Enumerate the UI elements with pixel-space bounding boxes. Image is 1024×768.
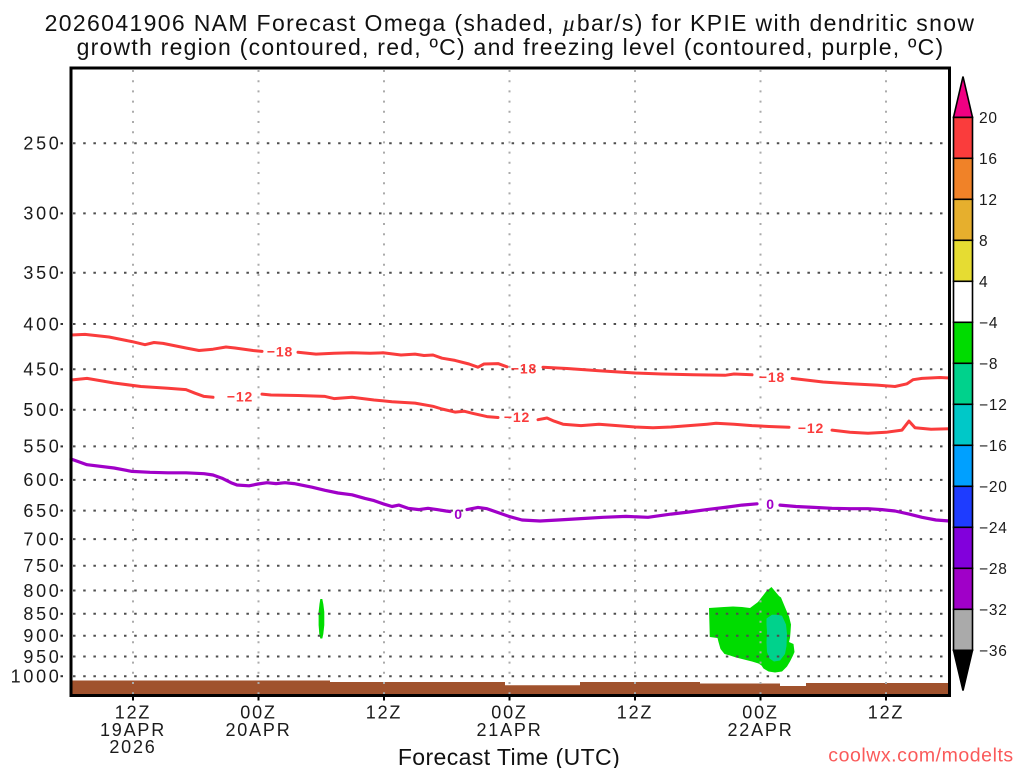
svg-text:−8: −8 xyxy=(979,356,998,373)
svg-text:−28: −28 xyxy=(979,561,1008,578)
svg-text:900: 900 xyxy=(23,626,61,646)
svg-text:Forecast Time (UTC): Forecast Time (UTC) xyxy=(398,744,620,768)
svg-text:00Z: 00Z xyxy=(240,702,276,722)
svg-text:450: 450 xyxy=(23,360,61,380)
svg-text:coolwx.com/modelts: coolwx.com/modelts xyxy=(828,745,1013,767)
svg-text:4: 4 xyxy=(979,274,988,291)
svg-text:12Z: 12Z xyxy=(617,702,653,722)
svg-text:20APR: 20APR xyxy=(225,720,291,740)
svg-text:−12: −12 xyxy=(227,389,253,405)
svg-text:16: 16 xyxy=(979,151,998,168)
svg-text:−18: −18 xyxy=(511,360,537,376)
svg-text:12Z: 12Z xyxy=(868,702,904,722)
svg-text:19APR: 19APR xyxy=(100,720,166,740)
svg-text:12Z: 12Z xyxy=(115,702,151,722)
svg-text:250: 250 xyxy=(23,134,61,154)
svg-text:−36: −36 xyxy=(979,643,1008,660)
svg-text:−18: −18 xyxy=(759,369,785,385)
svg-text:−4: −4 xyxy=(979,315,998,332)
svg-text:350: 350 xyxy=(23,263,61,283)
svg-text:800: 800 xyxy=(23,581,61,601)
svg-text:−32: −32 xyxy=(979,602,1008,619)
svg-text:22APR: 22APR xyxy=(727,720,793,740)
svg-text:12: 12 xyxy=(979,192,998,209)
svg-text:300: 300 xyxy=(23,204,61,224)
svg-text:−12: −12 xyxy=(504,409,530,425)
svg-text:750: 750 xyxy=(23,556,61,576)
svg-text:growth region (contoured, red,: growth region (contoured, red, ºC) and f… xyxy=(77,34,945,60)
svg-text:0: 0 xyxy=(766,496,775,512)
svg-text:550: 550 xyxy=(23,437,61,457)
svg-text:12Z: 12Z xyxy=(366,702,402,722)
svg-text:400: 400 xyxy=(23,314,61,334)
svg-text:600: 600 xyxy=(23,470,61,490)
svg-text:0: 0 xyxy=(454,506,463,522)
svg-text:700: 700 xyxy=(23,529,61,549)
svg-text:00Z: 00Z xyxy=(742,702,778,722)
svg-text:950: 950 xyxy=(23,647,61,667)
svg-text:−18: −18 xyxy=(267,344,293,360)
svg-text:1000: 1000 xyxy=(11,667,62,687)
svg-text:850: 850 xyxy=(23,604,61,624)
svg-text:2026041906 NAM Forecast Omega: 2026041906 NAM Forecast Omega (shaded, µ… xyxy=(45,10,976,36)
svg-text:−20: −20 xyxy=(979,479,1008,496)
svg-text:2026: 2026 xyxy=(109,737,156,757)
svg-text:8: 8 xyxy=(979,233,988,250)
svg-text:−12: −12 xyxy=(798,420,824,436)
svg-text:20: 20 xyxy=(979,110,998,127)
svg-text:500: 500 xyxy=(23,400,61,420)
svg-text:−24: −24 xyxy=(979,520,1008,537)
svg-text:−12: −12 xyxy=(979,397,1008,414)
svg-text:−16: −16 xyxy=(979,438,1008,455)
svg-text:00Z: 00Z xyxy=(491,702,527,722)
svg-text:650: 650 xyxy=(23,501,61,521)
svg-text:21APR: 21APR xyxy=(476,720,542,740)
